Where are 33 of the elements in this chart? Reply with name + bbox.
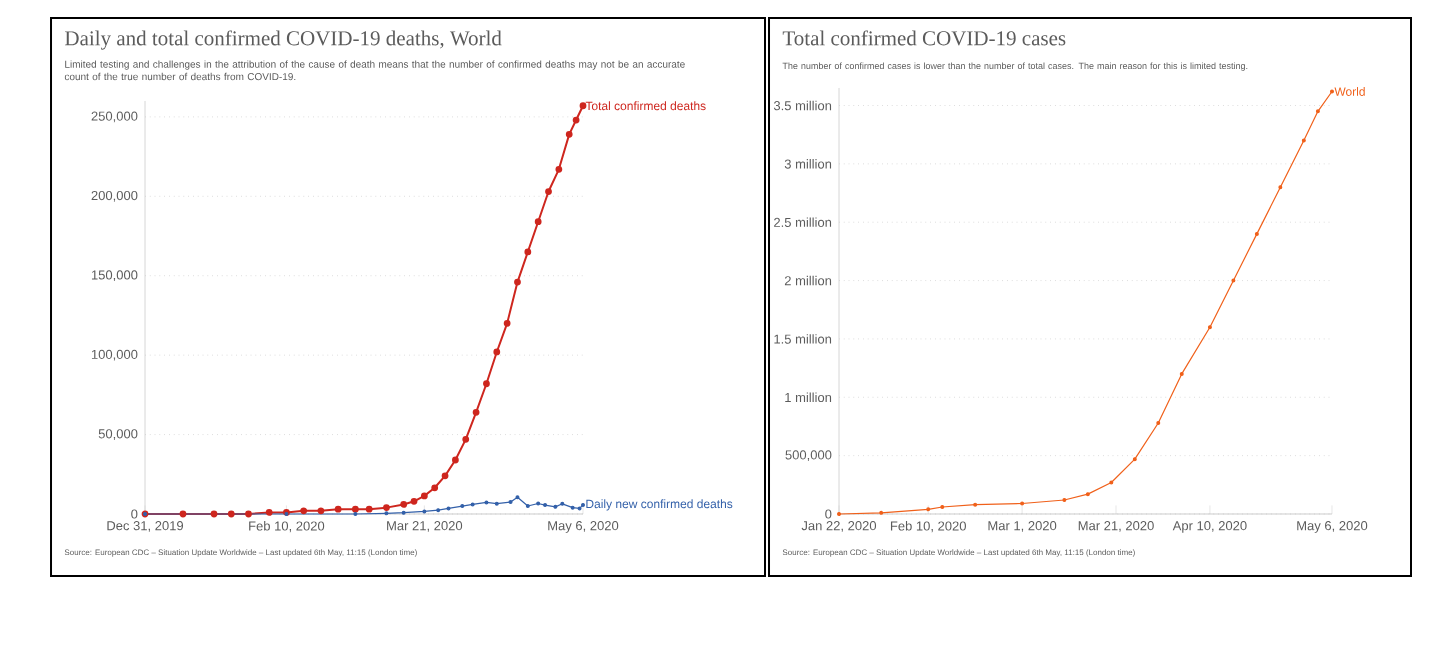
y-tick-label: 1 million (785, 392, 832, 403)
y-tick-label: 0 (825, 509, 832, 519)
y-tick-label: 50,000 (98, 429, 138, 440)
y-tick-label: 3 million (784, 159, 832, 169)
chart-subtitle: Limited testing and challenges in the attribution of the cause of death means that the number of confirmed deaths may not be an accurate count of the true number of deaths from COVID-19. (64, 60, 685, 81)
y-tick-label: 1.5 million (774, 334, 832, 344)
x-tick-label: Feb 10, 2020 (890, 521, 966, 533)
series-label: Daily new confirmed deaths (586, 499, 733, 511)
source-note: Source: European CDC – Situation Update Worldwide – Last updated 6th May, 11:15 (London time) (782, 549, 1135, 557)
x-tick-label: Mar 21, 2020 (387, 521, 463, 532)
y-tick-label: 100,000 (91, 349, 138, 361)
x-tick-label: Mar 1, 2020 (988, 521, 1057, 532)
chart-title: Daily and total confirmed COVID-19 deaths, World (65, 30, 502, 50)
y-tick-label: 500,000 (785, 450, 832, 461)
chart-title: Total confirmed COVID-19 cases (782, 30, 1066, 46)
chart-subtitle: The number of confirmed cases is lower than the number of total cases. The main reason for this is limited testing. (782, 62, 1248, 71)
x-tick-label: May 6, 2020 (1297, 521, 1368, 533)
y-tick-label: 3.5 million (773, 100, 832, 111)
source-note: Source: European CDC – Situation Update Worldwide – Last updated 6th May, 11:15 (London time) (64, 549, 417, 557)
y-tick-label: 2.5 million (774, 217, 832, 227)
series-label: World (1334, 87, 1365, 96)
series-label: Total confirmed deaths (585, 101, 706, 111)
x-tick-label: Feb 10, 2020 (249, 521, 325, 533)
x-tick-label: May 6, 2020 (548, 521, 619, 533)
y-tick-label: 150,000 (91, 270, 138, 282)
y-tick-label: 2 million (784, 275, 832, 286)
x-tick-label: Jan 22, 2020 (801, 521, 877, 532)
y-tick-label: 200,000 (91, 190, 138, 202)
x-tick-label: Dec 31, 2019 (107, 521, 184, 532)
y-tick-label: 0 (131, 509, 138, 519)
x-tick-label: Mar 21, 2020 (1078, 521, 1154, 532)
y-tick-label: 250,000 (91, 111, 138, 123)
x-tick-label: Apr 10, 2020 (1172, 521, 1247, 533)
